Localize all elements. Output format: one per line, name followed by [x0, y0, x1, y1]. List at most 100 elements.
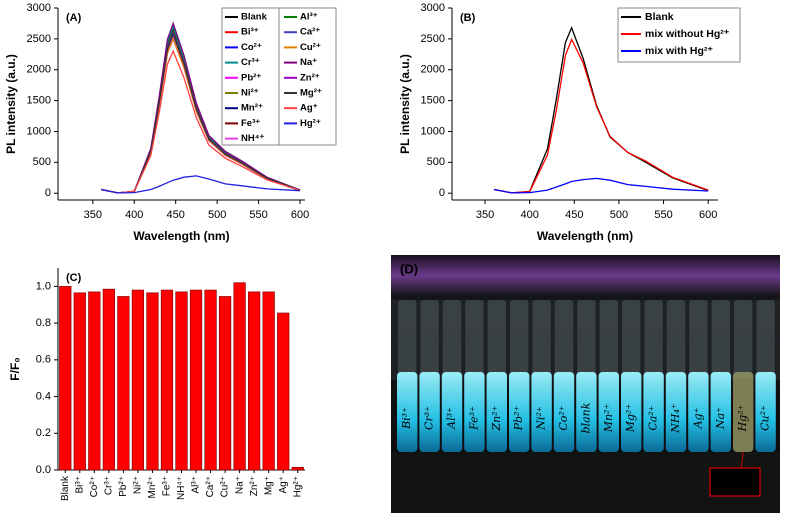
- vial: [464, 372, 485, 452]
- vial-tube: [689, 300, 708, 378]
- legend-label: Cr³⁺: [241, 57, 260, 68]
- vial-label: Na⁺: [714, 407, 727, 430]
- series-line: [493, 37, 709, 194]
- vial: [441, 372, 463, 452]
- x-tick-label: Co²⁺: [89, 476, 100, 497]
- vial-tube: [711, 300, 730, 378]
- callout-line: [740, 451, 744, 469]
- vial: [397, 372, 418, 452]
- vial-tube: [622, 300, 641, 378]
- vial: [576, 372, 597, 452]
- x-tick-label: Cr³⁺: [103, 476, 114, 495]
- bar: [189, 289, 203, 471]
- x-tick-label: 400: [125, 209, 143, 221]
- vial: [665, 372, 687, 452]
- x-axis-label: Wavelength (nm): [133, 229, 229, 243]
- legend-label: Blank: [645, 11, 674, 23]
- x-tick-label: 450: [565, 209, 583, 221]
- vial-tube: [756, 300, 775, 378]
- x-tick-label: Ag⁺: [278, 476, 289, 494]
- vial-tube: [577, 300, 596, 378]
- x-tick-label: Mn²⁺: [147, 476, 158, 499]
- y-tick-label: 0: [439, 187, 445, 199]
- y-tick-label: 3000: [421, 2, 445, 14]
- x-tick-label: Cu²⁺: [220, 476, 231, 497]
- y-tick-label: 2000: [421, 64, 445, 76]
- vial-label: Fe³⁺: [467, 406, 480, 431]
- vial-tube: [554, 300, 574, 378]
- bar: [131, 289, 145, 471]
- x-tick-label: Al³⁺: [191, 476, 202, 494]
- x-tick-label: 350: [476, 209, 494, 221]
- vial-label: Ni²⁺: [535, 406, 548, 431]
- vial-label: Al³⁺: [445, 407, 458, 430]
- series-line: [100, 49, 301, 194]
- x-tick-label: Ni²⁺: [133, 476, 144, 494]
- legend-label: Bi³⁺: [241, 27, 259, 38]
- vial: [621, 372, 642, 452]
- vial-tube: [442, 300, 462, 378]
- bar: [73, 292, 86, 471]
- vial-label: Mg²⁺: [624, 404, 637, 434]
- vial-tube: [644, 300, 663, 378]
- y-tick-label: 500: [427, 156, 445, 168]
- legend-label: mix without Hg²⁺: [645, 28, 730, 40]
- vial: [643, 372, 664, 452]
- x-tick-label: Blank: [60, 475, 71, 501]
- bar: [262, 291, 275, 471]
- vial: [419, 372, 440, 452]
- y-tick-label: 0.4: [36, 390, 51, 402]
- y-tick-label: 0.2: [36, 427, 51, 439]
- legend-label: Blank: [241, 12, 268, 23]
- tube-region: [391, 300, 780, 380]
- vial-label: Mn²⁺: [602, 404, 615, 434]
- vial-tube: [398, 300, 417, 378]
- legend-label: NH⁴⁺: [241, 133, 264, 144]
- y-tick-label: 1000: [27, 125, 51, 137]
- x-tick-label: 450: [167, 209, 185, 221]
- y-axis-label: F/F₀: [8, 357, 22, 380]
- vial: [531, 372, 552, 452]
- y-axis-label: PL intensity (a.u.): [4, 54, 18, 154]
- legend-label: Cu²⁺: [300, 42, 321, 53]
- legend-label: Mn²⁺: [241, 103, 263, 114]
- vial-tube: [734, 300, 753, 378]
- bar: [233, 282, 246, 471]
- vial-label: NH₄⁺: [669, 403, 682, 434]
- x-tick-label: Zn²⁺: [249, 476, 260, 496]
- vial-label: blank: [579, 402, 592, 433]
- x-tick-label: Na⁺: [234, 476, 245, 494]
- vial-label: Cu²⁺: [759, 405, 772, 431]
- bar: [175, 291, 188, 471]
- vial-label: Hg²⁺: [736, 404, 749, 432]
- x-axis-label: Wavelength (nm): [537, 229, 633, 243]
- photo: Bi³⁺ Cr³⁺ Al³⁺ Fe³⁺ Zn²⁺ Pb²⁺ Ni²⁺ Co²⁺ blank Mn²…: [391, 255, 780, 513]
- legend-label: Zn²⁺: [300, 72, 320, 83]
- x-tick-label: 600: [699, 209, 717, 221]
- callout-label: Hg²⁺: [720, 473, 750, 489]
- x-tick-label: NH⁴⁺: [176, 476, 187, 500]
- y-tick-label: 0.6: [36, 354, 51, 366]
- panel-label: (A): [66, 12, 82, 24]
- y-tick-label: 1000: [421, 125, 445, 137]
- legend-label: Pb²⁺: [241, 72, 261, 83]
- x-tick-label: 500: [208, 209, 226, 221]
- vial-tube: [420, 300, 439, 378]
- vial: [553, 372, 575, 452]
- vial: [710, 372, 731, 452]
- y-tick-label: 1.0: [36, 280, 51, 292]
- x-tick-label: 350: [84, 209, 102, 221]
- legend-label: Hg²⁺: [300, 118, 321, 129]
- legend-label: Co²⁺: [241, 42, 262, 53]
- bar: [146, 292, 159, 471]
- vial-label: Bi³⁺: [400, 407, 413, 430]
- legend-label: Ca²⁺: [300, 27, 320, 38]
- vial-tube: [666, 300, 686, 378]
- panel-label: (D): [400, 261, 418, 276]
- y-tick-label: 1500: [27, 95, 51, 107]
- x-tick-label: 550: [249, 209, 267, 221]
- vial-label: Zn²⁺: [490, 405, 503, 431]
- y-tick-label: 3000: [27, 2, 51, 14]
- vial-tube: [599, 300, 618, 378]
- y-tick-label: 2000: [27, 64, 51, 76]
